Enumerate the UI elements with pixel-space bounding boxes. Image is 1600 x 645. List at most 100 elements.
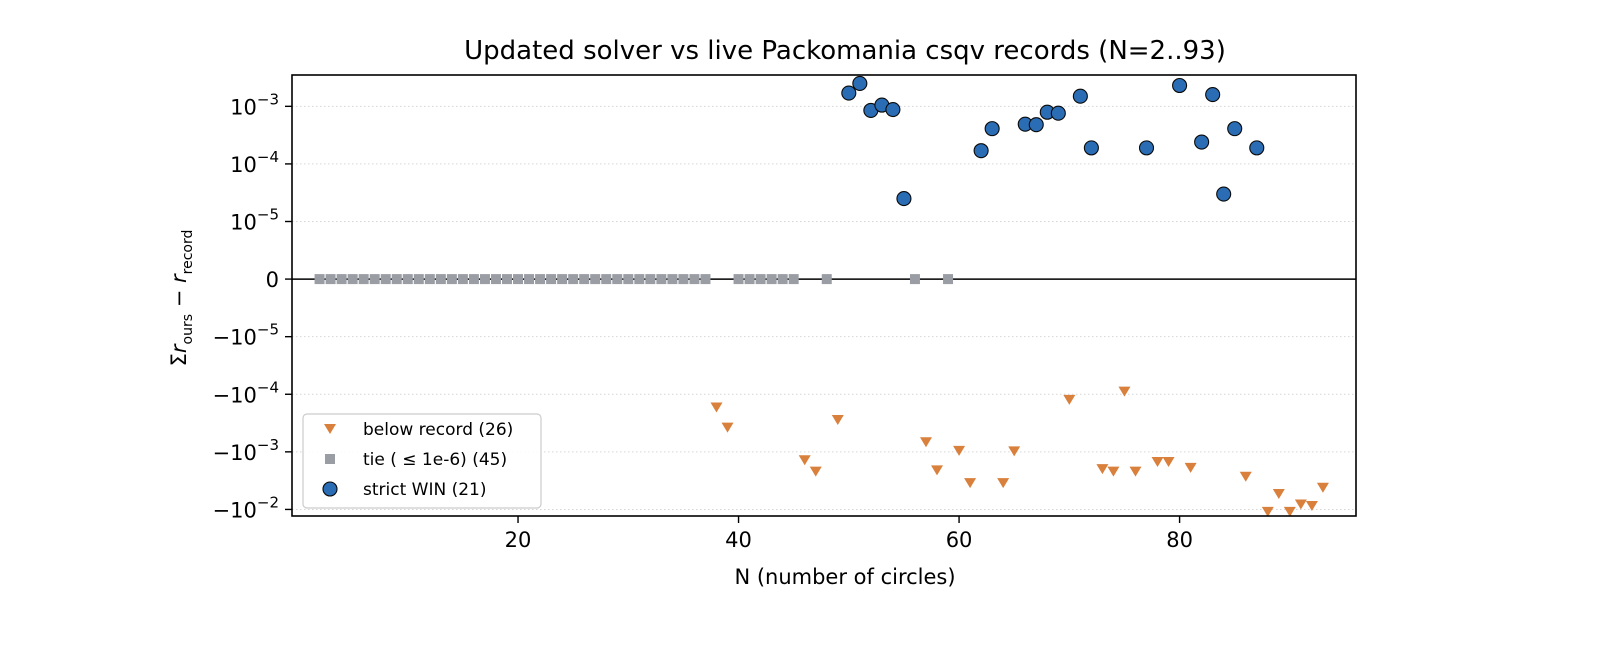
- y-axis-ticks: 10−3 10−4 10−5 0 −10−5 −10−4 −10−3 −10−2: [213, 90, 292, 522]
- data-point-square: [568, 274, 579, 285]
- data-point-square: [524, 274, 535, 285]
- data-point-triangle-down: [710, 402, 723, 413]
- legend-label: tie ( ≤ 1e-6) (45): [363, 450, 507, 470]
- data-point-triangle-down: [1184, 462, 1197, 473]
- y-label-sigma: Σ: [167, 353, 191, 366]
- x-tick-label: 80: [1166, 528, 1193, 552]
- plot-frame: [291, 74, 1357, 517]
- data-point-triangle-down: [1305, 500, 1318, 511]
- data-point-square: [513, 274, 524, 285]
- series-circle: [841, 75, 1265, 207]
- x-axis-ticks: 20 40 60 80: [505, 516, 1193, 552]
- legend-box: [302, 413, 542, 509]
- y-tick-label: −10−2: [213, 493, 279, 522]
- data-point-triangle-down: [953, 445, 966, 456]
- data-point-circle: [1227, 121, 1243, 137]
- data-point-circle: [1172, 77, 1188, 94]
- data-point-square: [645, 274, 656, 285]
- data-point-circle: [1249, 140, 1265, 156]
- data-point-square: [623, 274, 634, 285]
- y-label-sub-record: record: [180, 230, 196, 275]
- data-point-triangle-down: [1008, 446, 1021, 457]
- data-point-square: [369, 274, 380, 285]
- data-point-triangle-down: [931, 465, 944, 476]
- data-point-square: [678, 274, 689, 285]
- data-point-triangle-down: [997, 478, 1010, 489]
- grid-lines: [292, 105, 1356, 510]
- data-point-square: [667, 274, 678, 285]
- data-point-square: [755, 274, 766, 285]
- data-point-triangle-down: [1294, 499, 1307, 510]
- y-tick-label: 10−4: [230, 148, 279, 177]
- x-tick-label: 60: [946, 528, 973, 552]
- data-point-square: [943, 274, 954, 285]
- data-point-square: [601, 274, 612, 285]
- data-point-square: [557, 274, 568, 285]
- data-point-square: [733, 274, 744, 285]
- y-tick-label: 10−5: [230, 206, 279, 235]
- data-point-circle: [841, 85, 857, 101]
- data-point-triangle-down: [721, 422, 734, 433]
- y-tick-label: −10−5: [213, 321, 279, 350]
- data-point-square: [314, 274, 325, 285]
- data-point-square: [700, 274, 711, 285]
- data-point-square: [502, 274, 513, 285]
- data-point-square: [358, 274, 369, 285]
- data-point-square: [380, 274, 391, 285]
- data-point-square: [490, 274, 501, 285]
- data-point-triangle-down: [809, 466, 822, 477]
- data-point-square: [590, 274, 601, 285]
- data-point-triangle-down: [1316, 482, 1329, 493]
- data-point-triangle-down: [831, 415, 844, 426]
- data-point-square: [821, 274, 832, 285]
- data-point-square: [579, 274, 590, 285]
- data-point-triangle-down: [1107, 466, 1120, 477]
- legend-marker-square: [325, 454, 335, 464]
- legend: below record (26) tie ( ≤ 1e-6) (45) stric…: [302, 413, 542, 509]
- data-point-square: [909, 274, 920, 285]
- data-point-circle: [1138, 140, 1155, 156]
- series-layer: [314, 75, 1329, 516]
- data-point-square: [413, 274, 424, 285]
- data-point-circle: [852, 75, 868, 91]
- data-point-triangle-down: [1096, 464, 1109, 475]
- y-tick-label: −10−4: [213, 378, 279, 407]
- y-label-sub-ours: ours: [180, 314, 196, 345]
- data-point-square: [546, 274, 557, 285]
- data-point-square: [535, 274, 546, 285]
- data-point-square: [435, 274, 446, 285]
- data-point-circle: [1083, 140, 1099, 156]
- data-point-triangle-down: [1118, 386, 1131, 397]
- data-point-circle: [984, 121, 1000, 137]
- data-point-triangle-down: [1162, 456, 1175, 467]
- data-point-circle: [1194, 134, 1210, 150]
- y-tick-label: −10−3: [213, 436, 279, 465]
- data-point-square: [656, 274, 667, 285]
- data-point-triangle-down: [919, 437, 932, 448]
- data-point-square: [777, 274, 788, 285]
- data-point-circle: [885, 101, 901, 118]
- data-point-circle: [1205, 87, 1221, 103]
- data-point-square: [468, 274, 479, 285]
- data-point-triangle-down: [964, 478, 977, 489]
- data-point-square: [336, 274, 347, 285]
- data-point-square: [391, 274, 402, 285]
- y-label-r1: r: [167, 343, 191, 353]
- legend-label: strict WIN (21): [363, 480, 487, 500]
- data-point-square: [634, 274, 645, 285]
- data-point-circle: [1028, 117, 1044, 133]
- legend-label: below record (26): [363, 420, 513, 440]
- x-axis-label: N (number of circles): [734, 565, 955, 589]
- data-point-square: [402, 274, 413, 285]
- legend-marker-triangle-down: [324, 424, 336, 434]
- series-triangle-down: [710, 386, 1329, 516]
- data-point-square: [424, 274, 435, 285]
- data-point-square: [689, 274, 700, 285]
- data-point-circle: [1216, 186, 1232, 202]
- data-point-square: [788, 274, 799, 285]
- chart-title: Updated solver vs live Packomania csqv r…: [464, 36, 1226, 66]
- data-point-triangle-down: [1272, 489, 1285, 500]
- data-point-triangle-down: [1151, 456, 1164, 467]
- x-tick-label: 20: [505, 528, 532, 552]
